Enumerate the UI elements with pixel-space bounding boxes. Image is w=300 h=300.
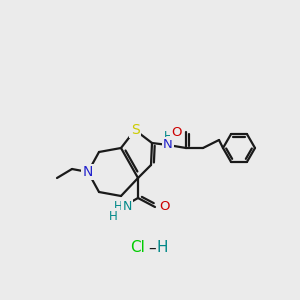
Text: Cl: Cl (130, 241, 146, 256)
Text: O: O (159, 200, 169, 214)
Text: H: H (164, 130, 172, 142)
Text: S: S (130, 123, 140, 137)
Text: N: N (163, 139, 173, 152)
Text: H: H (109, 209, 117, 223)
Text: O: O (172, 125, 182, 139)
Text: N: N (122, 200, 132, 214)
Text: H: H (156, 241, 168, 256)
Text: N: N (83, 165, 93, 179)
Text: –: – (148, 241, 156, 256)
Text: H: H (114, 200, 122, 214)
